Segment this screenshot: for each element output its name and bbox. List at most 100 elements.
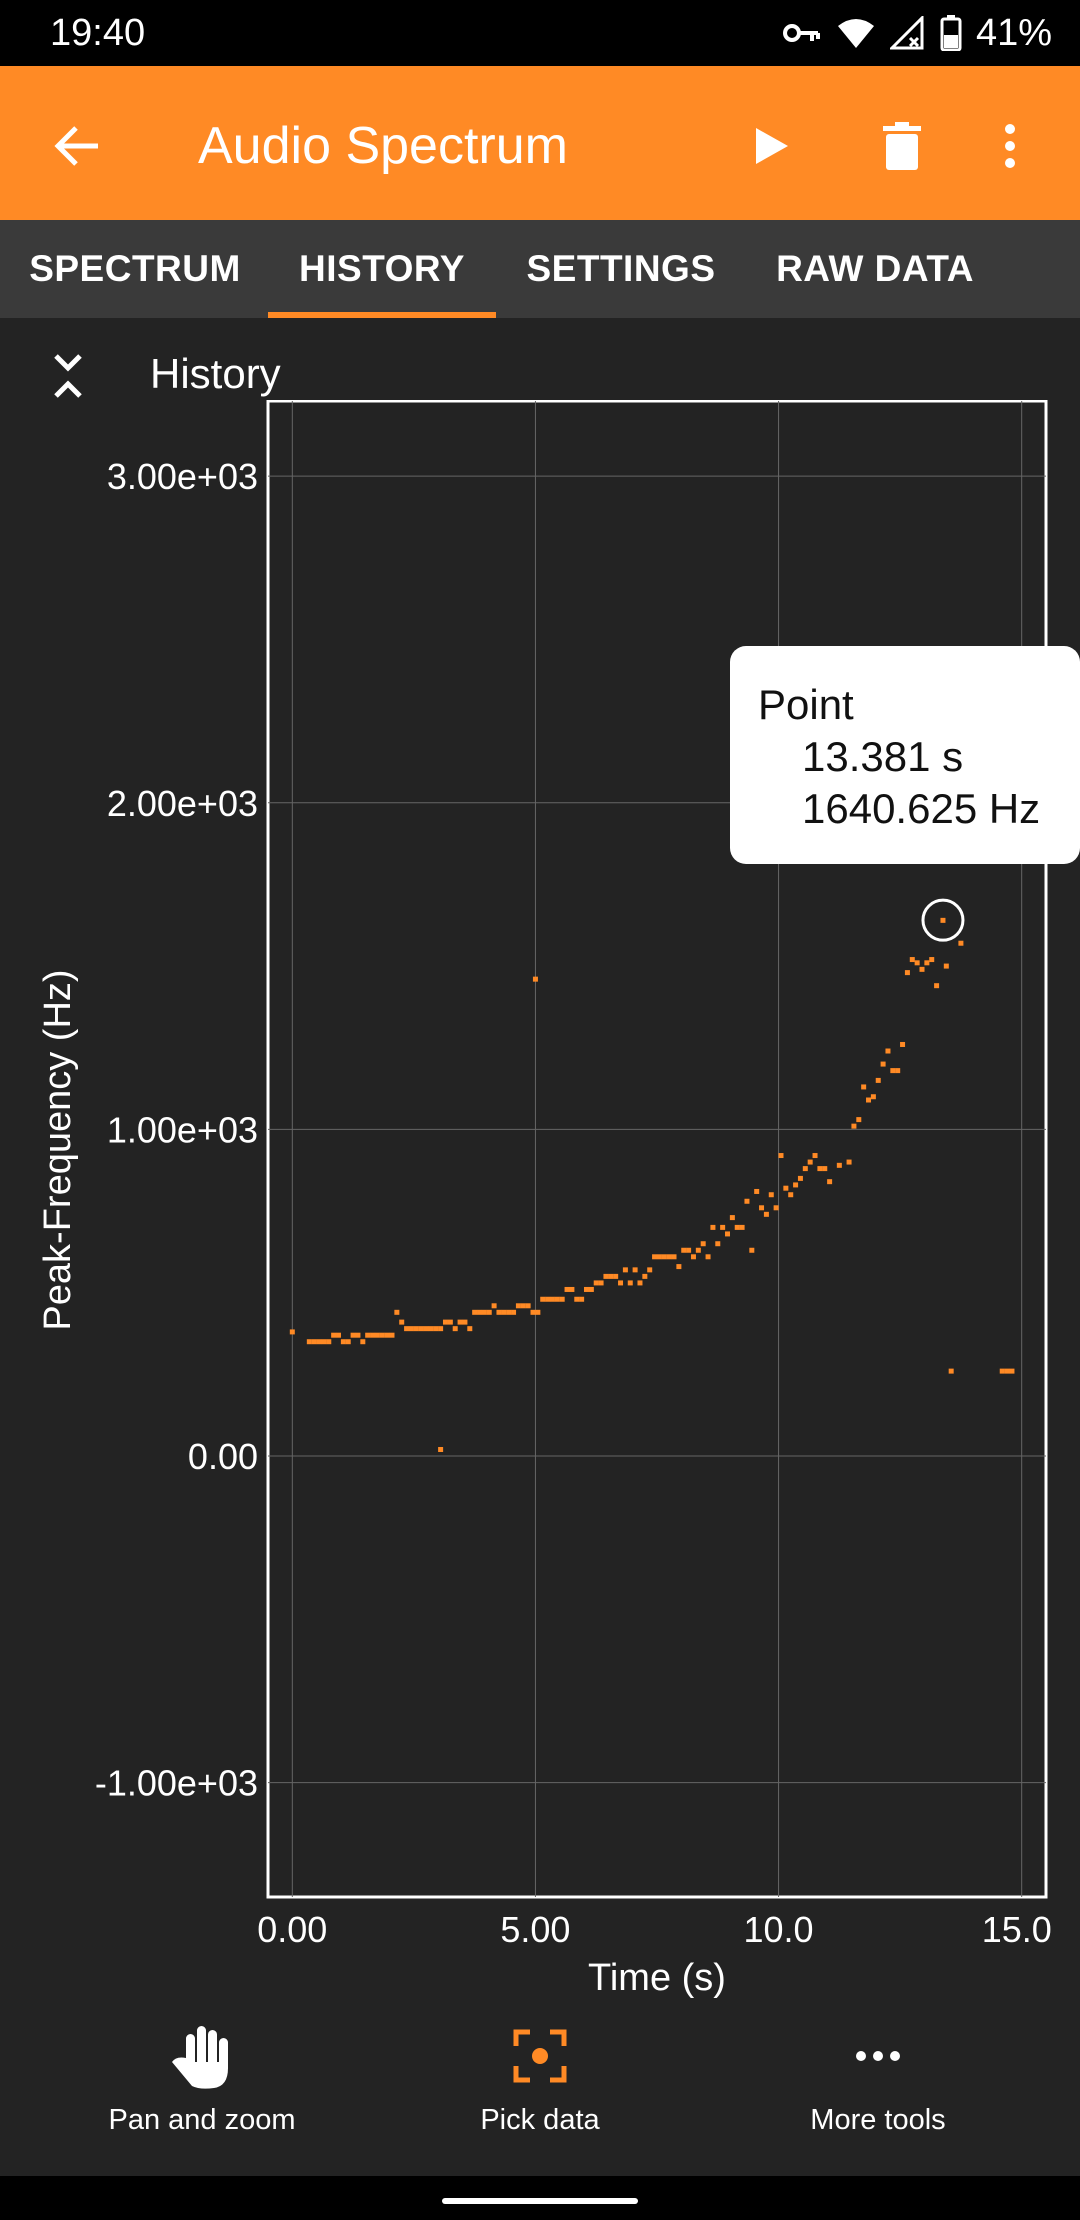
data-point — [384, 1332, 390, 1338]
data-point — [316, 1339, 322, 1345]
data-point — [734, 1224, 740, 1230]
data-point — [870, 1094, 876, 1100]
data-point — [472, 1309, 478, 1315]
data-point — [345, 1339, 351, 1345]
data-point — [788, 1192, 794, 1198]
data-point — [627, 1280, 633, 1286]
tool-label: Pan and zoom — [108, 2104, 296, 2136]
data-point — [812, 1153, 818, 1159]
data-point — [340, 1339, 346, 1345]
data-point — [729, 1215, 735, 1221]
data-point — [1009, 1368, 1015, 1374]
more-tools-button[interactable]: More tools — [748, 2010, 1008, 2140]
data-point — [535, 1309, 541, 1315]
data-point — [822, 1166, 828, 1172]
data-point — [579, 1296, 585, 1302]
data-point — [759, 1205, 765, 1211]
data-point — [924, 960, 930, 966]
data-point — [506, 1309, 512, 1315]
data-point — [948, 1368, 954, 1374]
data-point — [943, 963, 949, 969]
data-point — [890, 1068, 896, 1074]
data-point — [486, 1309, 492, 1315]
data-point — [934, 983, 940, 989]
tab-bar: SPECTRUM HISTORY SETTINGS RAW DATA — [0, 220, 1080, 318]
y-tick-label: 2.00e+03 — [107, 783, 258, 824]
data-point — [549, 1296, 555, 1302]
data-point — [827, 1179, 833, 1185]
data-point — [540, 1296, 546, 1302]
data-point — [880, 1061, 886, 1067]
data-point — [467, 1326, 473, 1332]
data-point — [399, 1319, 405, 1325]
data-point — [793, 1182, 799, 1188]
data-point — [525, 1303, 531, 1309]
data-point — [603, 1273, 609, 1279]
data-point — [909, 957, 915, 963]
data-point — [817, 1166, 823, 1172]
data-point — [929, 957, 935, 963]
data-point — [326, 1339, 332, 1345]
data-point — [374, 1332, 380, 1338]
battery-percent: 41% — [975, 12, 1052, 54]
data-point — [447, 1319, 453, 1325]
data-point — [433, 1326, 439, 1332]
crosshair-icon — [490, 2018, 590, 2094]
data-point — [289, 1329, 295, 1335]
data-point — [958, 940, 964, 946]
tab-raw-data[interactable]: RAW DATA — [776, 248, 974, 289]
pan-and-zoom-button[interactable]: Pan and zoom — [72, 2010, 332, 2140]
data-point — [438, 1447, 444, 1453]
point-tooltip: Point 13.381 s 1640.625 Hz — [730, 646, 1080, 864]
tab-settings[interactable]: SETTINGS — [526, 248, 716, 289]
y-tick-label: -1.00e+03 — [95, 1763, 258, 1804]
data-point — [452, 1326, 458, 1332]
data-point — [676, 1264, 682, 1270]
data-point — [608, 1273, 614, 1279]
data-point — [618, 1280, 624, 1286]
history-chart[interactable]: 3.00e+03 2.00e+03 1.00e+03 0.00 -1.00e+03 0.… — [0, 400, 1080, 2000]
data-point — [515, 1303, 521, 1309]
data-point — [999, 1368, 1005, 1374]
delete-button[interactable] — [860, 108, 944, 184]
data-point — [501, 1309, 507, 1315]
data-point — [593, 1280, 599, 1286]
data-point — [686, 1247, 692, 1253]
pick-data-button[interactable]: Pick data — [410, 2010, 670, 2140]
data-point — [725, 1231, 731, 1237]
data-point — [462, 1319, 468, 1325]
data-point — [311, 1339, 317, 1345]
data-point — [491, 1303, 497, 1309]
play-button[interactable] — [730, 108, 814, 184]
overflow-menu-button[interactable] — [980, 108, 1040, 184]
data-point — [914, 960, 920, 966]
data-point — [457, 1319, 463, 1325]
data-point — [418, 1326, 424, 1332]
home-handle[interactable] — [442, 2198, 638, 2204]
more-horizontal-icon — [828, 2018, 928, 2094]
data-point — [885, 1048, 891, 1054]
data-point — [754, 1188, 760, 1194]
data-point — [715, 1241, 721, 1247]
data-points — [289, 917, 1015, 1453]
data-point — [875, 1077, 881, 1083]
data-point — [554, 1296, 560, 1302]
x-tick-labels: 0.00 5.00 10.0 15.0 — [257, 1909, 1051, 1950]
data-point — [802, 1166, 808, 1172]
data-point — [666, 1254, 672, 1260]
data-point — [807, 1159, 813, 1165]
data-point — [749, 1247, 755, 1253]
data-point — [559, 1296, 565, 1302]
data-point — [642, 1273, 648, 1279]
tab-spectrum[interactable]: SPECTRUM — [29, 248, 241, 289]
data-point — [496, 1309, 502, 1315]
data-point — [394, 1309, 400, 1315]
tab-history[interactable]: HISTORY — [268, 220, 496, 318]
x-tick-label: 10.0 — [744, 1909, 814, 1950]
data-point — [613, 1273, 619, 1279]
back-button[interactable] — [40, 108, 116, 184]
data-point — [900, 1041, 906, 1047]
data-point — [797, 1175, 803, 1181]
collapse-button[interactable] — [44, 348, 92, 404]
tool-label: More tools — [810, 2104, 946, 2136]
